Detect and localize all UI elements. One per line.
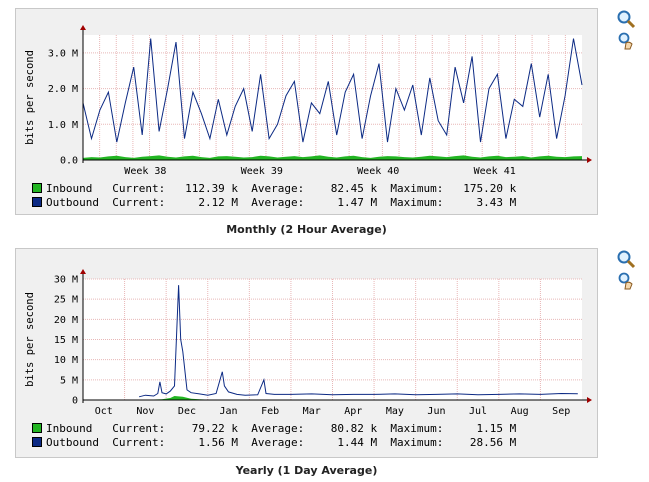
legend-outbound: Outbound Current: 2.12 M Average: 1.47 M… bbox=[32, 196, 516, 209]
x-axis-arrow bbox=[587, 157, 592, 163]
x-tick-label: Sep bbox=[552, 406, 570, 417]
legend-inbound-text: Inbound Current: 79.22 k Average: 80.82 … bbox=[46, 422, 517, 435]
x-tick-label: Oct bbox=[95, 406, 113, 417]
monthly-graph-panel: 0.0 1.0 M 2.0 M 3.0 M Week 38 Week 39 Week 40 W… bbox=[15, 8, 598, 215]
pan-hand-icon[interactable] bbox=[616, 271, 636, 291]
inbound-swatch bbox=[32, 423, 42, 433]
yearly-caption: Yearly (1 Day Average) bbox=[235, 464, 378, 477]
x-axis-arrow bbox=[587, 397, 592, 403]
x-tick-label: Feb bbox=[261, 406, 279, 417]
series-outbound-line bbox=[82, 38, 583, 143]
y-axis-label: bits per second bbox=[24, 50, 36, 145]
yearly-graph-panel: 0 5 M 10 M 15 M 20 M 25 M 30 M Oct Nov Dec Jan Feb M… bbox=[15, 248, 598, 458]
y-tick-label: 25 M bbox=[54, 295, 78, 306]
legend-outbound-text: Outbound Current: 1.56 M Average: 1.44 M… bbox=[46, 436, 517, 449]
magnifier-zoom-icon[interactable] bbox=[616, 9, 636, 29]
y-tick-label: 20 M bbox=[54, 315, 78, 326]
legend-inbound: Inbound Current: 79.22 k Average: 80.82 … bbox=[32, 422, 516, 435]
x-tick-label: Mar bbox=[303, 406, 321, 417]
series-inbound-area bbox=[83, 155, 582, 160]
y-axis-arrow bbox=[80, 25, 86, 30]
monthly-chart: 0.0 1.0 M 2.0 M 3.0 M Week 38 Week 39 Week 40 W… bbox=[24, 25, 592, 177]
x-tick-label: Week 41 bbox=[474, 166, 516, 177]
x-tick-label: Jul bbox=[469, 406, 487, 417]
x-tick-label: Jun bbox=[427, 406, 445, 417]
y-tick-label: 30 M bbox=[54, 275, 78, 286]
legend-outbound: Outbound Current: 1.56 M Average: 1.44 M… bbox=[32, 436, 516, 449]
x-tick-label: May bbox=[386, 406, 404, 417]
y-tick-label: 5 M bbox=[60, 375, 78, 386]
x-tick-label: Apr bbox=[344, 406, 362, 417]
x-tick-label: Week 40 bbox=[357, 166, 399, 177]
y-tick-label: 15 M bbox=[54, 335, 78, 346]
outbound-swatch bbox=[32, 437, 42, 447]
y-axis-label: bits per second bbox=[24, 292, 36, 387]
x-tick-label: Week 38 bbox=[124, 166, 166, 177]
legend-inbound-text: Inbound Current: 112.39 k Average: 82.45… bbox=[46, 182, 517, 195]
legend-inbound: Inbound Current: 112.39 k Average: 82.45… bbox=[32, 182, 516, 195]
y-axis-arrow bbox=[80, 269, 86, 274]
yearly-tools bbox=[616, 249, 638, 293]
legend-outbound-text: Outbound Current: 2.12 M Average: 1.47 M… bbox=[46, 196, 517, 209]
series-outbound-line bbox=[138, 285, 578, 398]
y-tick-label: 2.0 M bbox=[48, 84, 78, 95]
outbound-swatch bbox=[32, 197, 42, 207]
x-tick-label: Aug bbox=[511, 406, 529, 417]
magnifier-zoom-icon[interactable] bbox=[616, 249, 636, 269]
monthly-tools bbox=[616, 9, 638, 53]
x-tick-label: Week 39 bbox=[241, 166, 283, 177]
x-tick-label: Nov bbox=[136, 406, 154, 417]
yearly-chart: 0 5 M 10 M 15 M 20 M 25 M 30 M Oct Nov Dec Jan Feb M… bbox=[24, 269, 592, 417]
x-tick-label: Jan bbox=[220, 406, 238, 417]
y-tick-label: 0 bbox=[72, 396, 78, 407]
monthly-caption: Monthly (2 Hour Average) bbox=[226, 223, 387, 236]
y-tick-label: 10 M bbox=[54, 355, 78, 366]
y-tick-label: 1.0 M bbox=[48, 120, 78, 131]
y-tick-label: 0.0 bbox=[60, 156, 78, 167]
inbound-swatch bbox=[32, 183, 42, 193]
x-tick-label: Dec bbox=[178, 406, 196, 417]
pan-hand-icon[interactable] bbox=[616, 31, 636, 51]
y-tick-label: 3.0 M bbox=[48, 48, 78, 59]
